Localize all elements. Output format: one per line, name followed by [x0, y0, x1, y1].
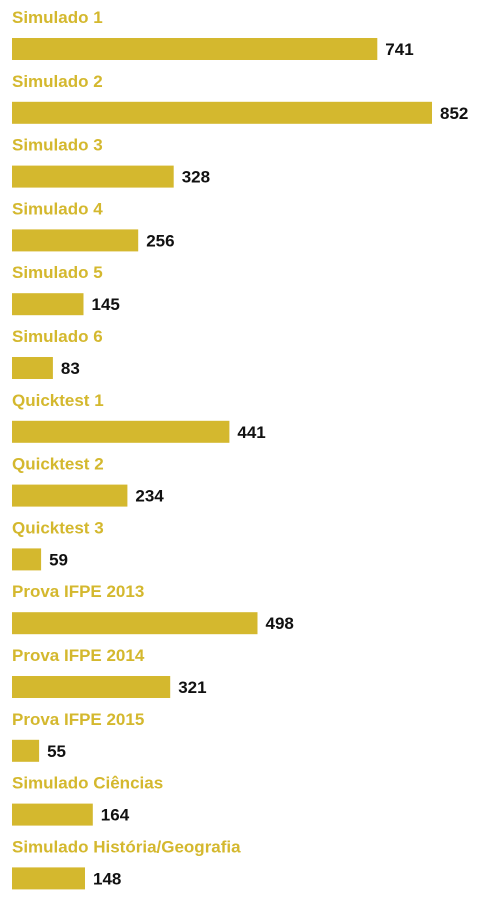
bar-row: Quicktest 3 59: [12, 518, 104, 571]
value-label: 164: [101, 806, 130, 825]
value-label: 234: [135, 487, 164, 506]
category-label: Simulado História/Geografia: [12, 837, 241, 856]
value-label: 55: [47, 742, 66, 761]
value-label: 328: [182, 168, 210, 187]
category-label: Simulado 1: [12, 8, 103, 27]
bar: [12, 484, 128, 507]
value-label: 852: [440, 104, 468, 123]
bar-row: Simulado 2 852: [12, 72, 468, 124]
value-label: 498: [266, 614, 294, 633]
bar-row: Prova IFPE 2014 321: [12, 646, 207, 698]
value-label: 83: [61, 359, 80, 378]
category-label: Simulado 6: [12, 327, 103, 346]
bar-row: Simulado 5 145: [12, 263, 120, 316]
bar: [12, 420, 230, 443]
value-label: 148: [93, 869, 121, 888]
category-label: Prova IFPE 2013: [12, 582, 144, 601]
bar-row: Quicktest 1 441: [12, 391, 266, 443]
bar: [12, 165, 174, 188]
bar: [12, 293, 84, 316]
bar: [12, 229, 139, 252]
bar: [12, 867, 85, 890]
bar: [12, 612, 258, 635]
category-label: Simulado Ciências: [12, 774, 163, 793]
category-label: Quicktest 3: [12, 518, 104, 537]
bar-row: Simulado 4 256: [12, 199, 175, 252]
category-label: Prova IFPE 2014: [12, 646, 145, 665]
bar-row: Simulado Ciências 164: [12, 774, 163, 826]
category-label: Simulado 5: [12, 263, 103, 282]
value-label: 256: [146, 231, 174, 250]
value-label: 145: [92, 295, 120, 314]
bar-row: Simulado 1 741: [12, 8, 414, 60]
value-label: 321: [178, 678, 206, 697]
bar-row: Prova IFPE 2013 498: [12, 582, 294, 635]
bar: [12, 357, 53, 379]
bar: [12, 101, 432, 124]
value-label: 741: [385, 40, 413, 59]
value-label: 59: [49, 550, 68, 569]
value-label: 441: [237, 423, 265, 442]
bar: [12, 803, 93, 826]
category-label: Simulado 3: [12, 136, 103, 155]
bar: [12, 739, 40, 762]
category-label: Prova IFPE 2015: [12, 710, 144, 729]
category-label: Quicktest 2: [12, 455, 104, 474]
bar-row: Quicktest 2 234: [12, 455, 164, 507]
bar-row: Simulado 3 328: [12, 136, 210, 188]
bar-row: Simulado História/Geografia 148: [12, 837, 241, 890]
category-label: Simulado 2: [12, 72, 103, 91]
category-label: Quicktest 1: [12, 391, 104, 410]
bar: [12, 548, 42, 571]
category-label: Simulado 4: [12, 199, 103, 218]
bar: [12, 38, 378, 60]
bar-row: Simulado 6 83: [12, 327, 103, 379]
bar-row: Prova IFPE 2015 55: [12, 710, 144, 762]
bar: [12, 676, 171, 698]
